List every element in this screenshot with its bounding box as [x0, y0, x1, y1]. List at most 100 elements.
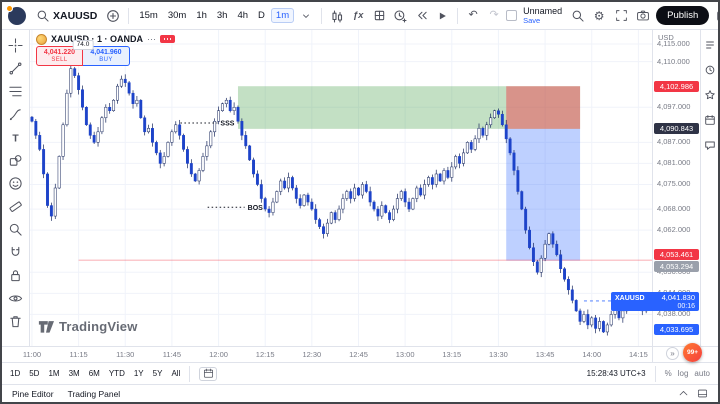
rangebar-right: 15:28:43 UTC+3 % log auto — [586, 365, 710, 382]
calendar-panel-button[interactable] — [703, 113, 717, 127]
fibonacci-tool[interactable] — [5, 81, 27, 101]
range-All[interactable]: All — [171, 369, 181, 378]
legend-title[interactable]: XAUUSD · 1 · OANDA — [51, 34, 144, 44]
symbol-legend: XAUUSD · 1 · OANDA ⋯ — [36, 33, 176, 45]
compare-add-button[interactable] — [104, 6, 122, 26]
lock-tool[interactable] — [5, 265, 27, 285]
timeframe-1m[interactable]: 1m — [270, 8, 295, 23]
timeframe-15m[interactable]: 15m — [139, 10, 158, 21]
chevron-up-icon[interactable] — [678, 388, 689, 399]
brush-tool[interactable] — [5, 104, 27, 124]
layout-grid-icon — [717, 11, 718, 20]
fullscreen-button[interactable] — [612, 6, 630, 26]
indicator-templates-button[interactable] — [370, 6, 388, 26]
timeframe-1h[interactable]: 1h — [196, 10, 207, 21]
symbol-search-button[interactable]: XAUUSD — [32, 9, 101, 22]
drawing-toolbar: T — [2, 30, 30, 346]
remove-drawings-tool[interactable] — [5, 311, 27, 331]
range-5Y[interactable]: 5Y — [152, 369, 163, 378]
save-link[interactable]: Save — [523, 16, 541, 25]
sell-price: 4,041.220 — [43, 48, 76, 56]
timeframe-30m[interactable]: 30m — [167, 10, 187, 21]
current-price-tag: XAUUSD 4,041.830 00:16 — [611, 291, 699, 311]
legend-red-badge[interactable] — [160, 35, 176, 43]
settings-button[interactable]: ⚙ — [590, 6, 608, 26]
range-3M[interactable]: 3M — [68, 369, 80, 378]
play-button[interactable] — [433, 6, 451, 26]
snapshot-button[interactable] — [634, 6, 652, 26]
camera-icon — [637, 10, 650, 20]
range-1Y[interactable]: 1Y — [133, 369, 144, 378]
time-axis[interactable]: 11:00 11:15 11:30 11:45 12:00 12:15 12:30 12:45… — [2, 346, 718, 362]
ideas-chat-button[interactable] — [703, 138, 717, 152]
measure-tool[interactable] — [5, 196, 27, 216]
candlestick-chart[interactable]: SSS BOS — [30, 30, 652, 346]
buy-button[interactable]: 4,041.960 BUY — [83, 46, 130, 66]
watchlist-button[interactable] — [703, 38, 717, 52]
range-YTD[interactable]: YTD — [108, 369, 125, 378]
notifications-fab[interactable]: 99+ — [683, 343, 702, 362]
range-6M[interactable]: 6M — [88, 369, 100, 378]
trash-icon — [10, 315, 21, 327]
magnet-tool[interactable] — [5, 242, 27, 262]
ruler-icon — [9, 200, 22, 212]
svg-text:BOS: BOS — [248, 205, 263, 212]
publish-button[interactable]: Publish — [656, 6, 710, 25]
svg-text:SSS: SSS — [220, 121, 234, 128]
range-1M[interactable]: 1M — [48, 369, 60, 378]
clock-timezone[interactable]: 15:28:43 UTC+3 — [586, 369, 646, 378]
indicators-button[interactable]: ƒx — [349, 6, 367, 26]
crosshair-cursor-tool[interactable] — [5, 35, 27, 55]
shapes-tool[interactable] — [5, 150, 27, 170]
scale-auto[interactable]: auto — [694, 369, 710, 378]
trend-line-tool[interactable] — [5, 58, 27, 78]
chart-pane[interactable]: SSS BOS XAUUSD · 1 · OANDA ⋯ 4,041.220 SE… — [30, 30, 652, 346]
date-range-group: 1D 5D 1M 3M 6M YTD 1Y 5Y All — [10, 369, 180, 378]
currency-label: USD — [658, 33, 674, 42]
scale-log[interactable]: log — [677, 369, 689, 378]
chart-type-button[interactable] — [328, 6, 346, 26]
gear-icon: ⚙ — [593, 8, 605, 23]
quick-search-button[interactable] — [568, 6, 586, 26]
alerts-panel-button[interactable] — [703, 63, 717, 77]
range-5D[interactable]: 5D — [29, 369, 40, 378]
timeframe-4h[interactable]: 4h — [237, 10, 249, 21]
star-icon — [704, 90, 715, 100]
chevron-down-icon — [303, 14, 310, 18]
undo-button[interactable]: ↶ — [464, 6, 482, 26]
redo-button[interactable]: ↷ — [485, 6, 503, 26]
range-toolbar: 1D 5D 1M 3M 6M YTD 1Y 5Y All 15:28:43 UTC+3 % log… — [2, 362, 718, 384]
zoom-tool[interactable] — [5, 219, 27, 239]
sell-button[interactable]: 4,041.220 SELL — [36, 46, 83, 66]
time-axis-label: 13:30 — [489, 350, 508, 359]
timeframe-dropdown-caret[interactable] — [297, 6, 315, 26]
layout-checkbox[interactable] — [506, 10, 518, 21]
replay-button[interactable] — [412, 6, 430, 26]
bar-countdown: 00:16 — [677, 302, 695, 310]
timeframe-D[interactable]: D — [258, 10, 265, 21]
axis-corner-divider — [652, 347, 653, 362]
tab-trading-panel[interactable]: Trading Panel — [67, 388, 121, 399]
user-avatar[interactable] — [6, 4, 26, 25]
layout-grid-button[interactable] — [713, 6, 718, 26]
panel-toggle-icon[interactable] — [697, 388, 708, 399]
layout-name-block[interactable]: Unnamed Save — [523, 6, 562, 25]
hide-drawings-tool[interactable] — [5, 288, 27, 308]
text-tool[interactable]: T — [5, 127, 27, 147]
timeframe-3h[interactable]: 3h — [216, 10, 228, 21]
alert-button[interactable] — [391, 6, 409, 26]
legend-more-icon[interactable]: ⋯ — [147, 33, 157, 44]
price-tag: 4,102.986 — [654, 80, 699, 92]
chat-bubble-icon — [704, 141, 715, 150]
emoji-tool[interactable] — [5, 173, 27, 193]
goto-date-button[interactable] — [199, 366, 218, 381]
go-to-realtime-button[interactable]: » — [666, 347, 679, 360]
tab-pine-editor[interactable]: Pine Editor — [12, 388, 54, 399]
scale-options-group: % log auto — [665, 369, 710, 378]
range-1D[interactable]: 1D — [10, 369, 21, 378]
scale-%[interactable]: % — [664, 369, 672, 378]
time-axis-label: 11:00 — [22, 350, 42, 359]
price-axis[interactable]: USD 4,115.000 4,110.000 4,097.000 4,087.000… — [611, 30, 700, 346]
hotlists-button[interactable] — [703, 88, 717, 102]
time-axis-label: 11:30 — [116, 350, 135, 359]
